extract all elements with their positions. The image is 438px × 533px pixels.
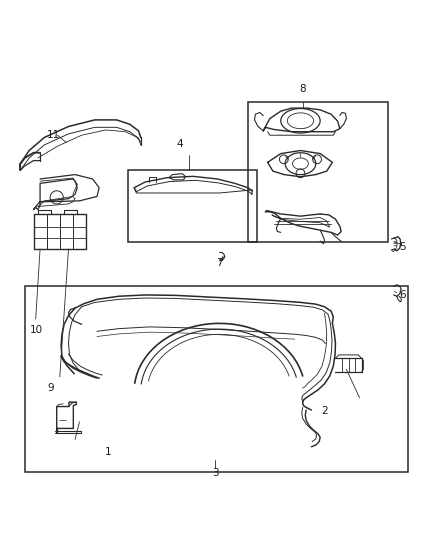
Text: 5: 5 (398, 242, 405, 252)
Text: 6: 6 (398, 290, 405, 300)
Text: 9: 9 (48, 383, 54, 393)
Text: 3: 3 (211, 468, 218, 478)
Text: 2: 2 (321, 406, 327, 416)
Bar (25, 286, 407, 472)
Text: 8: 8 (299, 84, 305, 94)
Bar (127, 170, 256, 243)
Text: 10: 10 (30, 325, 43, 335)
Text: 4: 4 (177, 139, 183, 149)
Text: 11: 11 (46, 130, 60, 140)
Text: 1: 1 (104, 447, 111, 457)
Text: 7: 7 (215, 258, 223, 268)
Bar (247, 102, 387, 243)
